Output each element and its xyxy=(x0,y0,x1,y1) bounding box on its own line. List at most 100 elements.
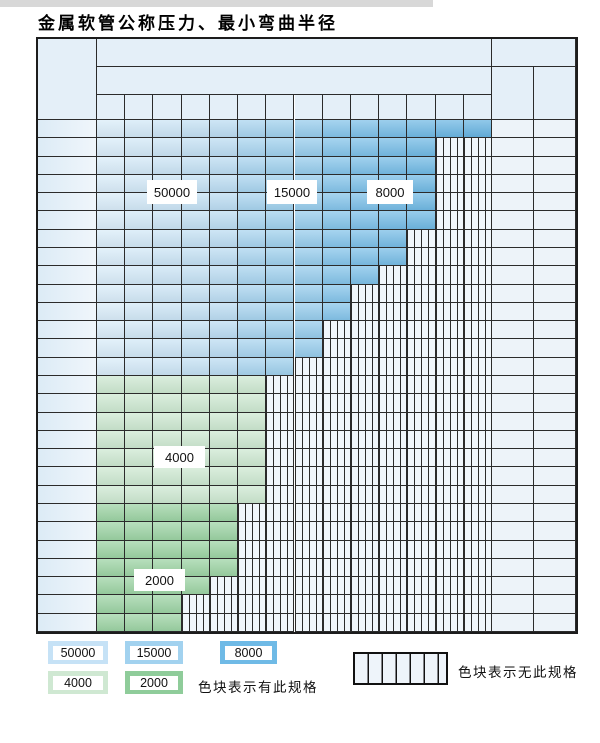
pn-cell-no-spec xyxy=(407,613,436,632)
pn-cell-no-spec xyxy=(322,522,351,541)
dn-cell-20 xyxy=(38,248,97,267)
pn-cell-available xyxy=(153,211,182,230)
pn-cell-no-spec xyxy=(322,357,351,376)
pn-cell-no-spec xyxy=(379,357,408,376)
dynamic-radius-cell xyxy=(534,412,576,431)
pn-cell-no-spec xyxy=(266,540,295,559)
pn-cell-available xyxy=(238,248,267,267)
pn-cell-available xyxy=(266,248,295,267)
pn-cell-available xyxy=(125,504,154,523)
dynamic-radius-cell xyxy=(534,248,576,267)
pn-cell-available xyxy=(125,138,154,157)
header-pn-4.0 xyxy=(238,95,267,120)
pn-cell-no-spec xyxy=(463,394,492,413)
pn-cell-available xyxy=(153,412,182,431)
pn-cell-available xyxy=(209,321,239,340)
dn-cell-200 xyxy=(38,449,97,468)
pn-cell-available xyxy=(350,156,380,175)
pn-cell-available xyxy=(322,174,351,194)
pn-cell-no-spec xyxy=(463,376,492,395)
pn-cell-no-spec xyxy=(379,266,408,285)
pn-cell-no-spec xyxy=(322,339,351,358)
pn-cell-available xyxy=(181,229,210,248)
pn-cell-available xyxy=(97,156,126,175)
pn-cell-no-spec xyxy=(266,449,295,468)
dn-cell-8 xyxy=(38,156,97,175)
pn-cell-available xyxy=(266,302,295,322)
pn-cell-available xyxy=(153,522,182,541)
pn-cell-no-spec xyxy=(322,504,351,523)
pn-cell-no-spec xyxy=(350,558,380,578)
pn-cell-available xyxy=(125,394,154,413)
pn-cell-no-spec xyxy=(350,321,380,340)
dynamic-radius-cell xyxy=(534,467,576,486)
pn-cell-no-spec xyxy=(238,540,267,559)
pn-cell-available xyxy=(97,248,126,267)
pn-cell-no-spec xyxy=(294,467,323,486)
pn-cell-no-spec xyxy=(238,577,267,596)
pn-cell-no-spec xyxy=(266,430,295,450)
pn-cell-no-spec xyxy=(379,376,408,395)
pn-cell-available xyxy=(125,595,154,614)
header-pn-35.0 xyxy=(463,95,492,120)
dynamic-radius-cell xyxy=(534,266,576,285)
pn-cell-available xyxy=(238,449,267,468)
pn-cell-no-spec xyxy=(463,211,492,230)
dn-cell-(175) xyxy=(38,430,97,450)
static-radius-cell xyxy=(492,449,534,468)
dynamic-radius-cell xyxy=(534,449,576,468)
pn-cell-available xyxy=(350,229,380,248)
pn-cell-available xyxy=(125,613,154,632)
pn-cell-no-spec xyxy=(379,321,408,340)
pn-cell-available xyxy=(181,248,210,267)
pn-cell-no-spec xyxy=(266,595,295,614)
pn-cell-available xyxy=(266,211,295,230)
pn-cell-available xyxy=(407,156,436,175)
pn-cell-available xyxy=(181,339,210,358)
pn-cell-available xyxy=(153,284,182,303)
pn-cell-no-spec xyxy=(435,430,464,450)
pn-cell-no-spec xyxy=(294,613,323,632)
static-radius-cell xyxy=(492,138,534,157)
header-pn-2.5 xyxy=(209,95,239,120)
dn-cell-700 xyxy=(38,595,97,614)
dynamic-radius-cell xyxy=(534,430,576,450)
legend-swatch-2000: 2000 xyxy=(125,671,183,694)
pn-cell-no-spec xyxy=(435,394,464,413)
pn-cell-no-spec xyxy=(266,504,295,523)
pn-cell-available xyxy=(209,449,239,468)
pn-cell-no-spec xyxy=(463,229,492,248)
pn-cell-available xyxy=(209,120,239,139)
pn-cell-available xyxy=(97,321,126,340)
pn-cell-no-spec xyxy=(407,266,436,285)
pn-cell-no-spec xyxy=(463,174,492,194)
dn-cell-25 xyxy=(38,266,97,285)
static-radius-cell xyxy=(492,504,534,523)
pn-cell-no-spec xyxy=(350,613,380,632)
dn-cell-400 xyxy=(38,522,97,541)
pn-cell-available xyxy=(125,193,154,212)
pn-cell-available xyxy=(153,248,182,267)
dynamic-radius-cell xyxy=(534,138,576,157)
pn-cell-no-spec xyxy=(463,430,492,450)
dn-cell-600 xyxy=(38,577,97,596)
pn-cell-available xyxy=(379,211,408,230)
pn-cell-no-spec xyxy=(350,376,380,395)
pn-cell-available xyxy=(153,339,182,358)
pn-cell-no-spec xyxy=(379,595,408,614)
pn-cell-no-spec xyxy=(407,284,436,303)
pn-cell-available xyxy=(322,284,351,303)
header-dn-cell xyxy=(38,39,97,120)
legend-no-spec-text: 色块表示无此规格 xyxy=(458,665,578,680)
pn-cell-no-spec xyxy=(463,412,492,431)
pn-cell-no-spec xyxy=(407,321,436,340)
header-pn-1.0 xyxy=(125,95,154,120)
pn-cell-no-spec xyxy=(350,430,380,450)
pn-cell-available xyxy=(153,540,182,559)
header-static xyxy=(492,67,534,120)
dn-cell-300 xyxy=(38,485,97,504)
pn-cell-available xyxy=(125,540,154,559)
pn-cell-available xyxy=(322,229,351,248)
pn-cell-no-spec xyxy=(435,321,464,340)
pn-cell-available xyxy=(209,302,239,322)
